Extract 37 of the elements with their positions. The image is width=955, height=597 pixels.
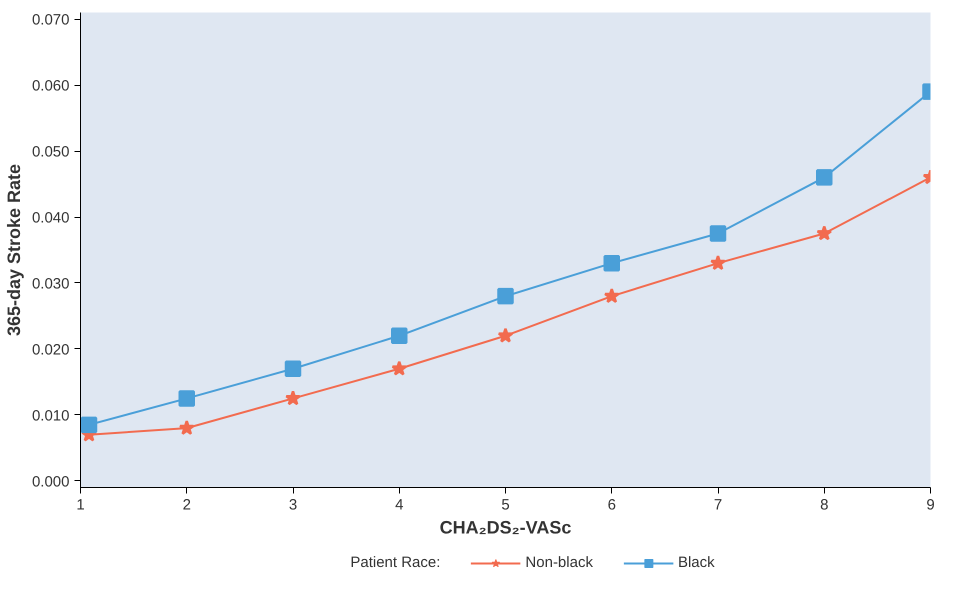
x-tick-label: 6 bbox=[608, 496, 616, 514]
point bbox=[710, 225, 726, 242]
point bbox=[604, 254, 620, 272]
x-tick-label: 5 bbox=[501, 496, 510, 514]
y-axis-title: 365-day Stroke Rate bbox=[4, 164, 24, 336]
x-tick-label: 9 bbox=[926, 496, 935, 514]
x-tick-label: 4 bbox=[395, 496, 404, 514]
point bbox=[710, 254, 726, 270]
y-tick-label: 0.070 bbox=[32, 12, 70, 29]
point bbox=[497, 288, 514, 304]
point bbox=[604, 288, 620, 304]
y-tick-label: 0.020 bbox=[32, 341, 70, 358]
x-tick-label: 7 bbox=[714, 496, 722, 514]
point bbox=[816, 169, 832, 186]
point bbox=[178, 420, 195, 436]
x-tick-label: 2 bbox=[182, 496, 191, 514]
y-tick-label: 0.060 bbox=[32, 78, 70, 95]
y-tick-label: 0.040 bbox=[32, 210, 70, 227]
point bbox=[391, 328, 408, 344]
y-tick-label: 0.050 bbox=[32, 144, 70, 161]
x-tick-label: 3 bbox=[288, 496, 298, 514]
point bbox=[178, 390, 195, 407]
point bbox=[284, 360, 302, 377]
point bbox=[498, 328, 514, 343]
point bbox=[391, 360, 408, 376]
legend-label: Non-black bbox=[525, 554, 593, 571]
point bbox=[80, 416, 98, 434]
x-tick-label: 8 bbox=[820, 496, 828, 514]
y-tick-label: 0.030 bbox=[32, 275, 70, 292]
x-axis-title: CHA₂DS₂-VASc bbox=[440, 518, 572, 538]
point bbox=[285, 390, 301, 406]
point bbox=[816, 225, 832, 240]
y-tick-label: 0.000 bbox=[32, 473, 70, 490]
legend-label: Black bbox=[678, 554, 715, 571]
x-tick-label: 1 bbox=[76, 496, 85, 514]
legend-title: Patient Race: bbox=[350, 554, 440, 571]
y-tick-label: 0.010 bbox=[32, 407, 70, 424]
